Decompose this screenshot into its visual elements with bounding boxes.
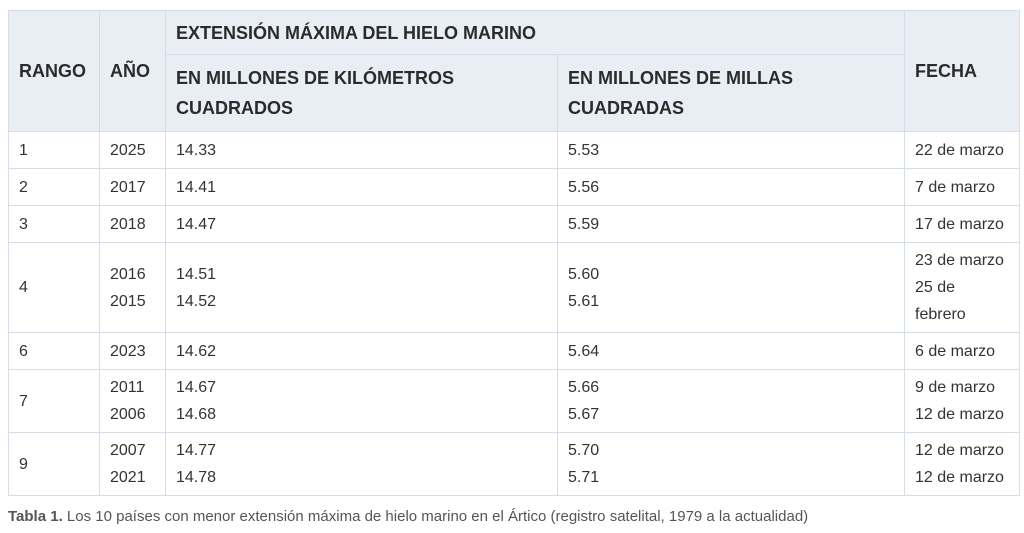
cell-mi: 5.66 5.67 — [557, 369, 905, 433]
cell-km: 14.41 — [165, 168, 558, 206]
header-km: EN MILLONES DE KILÓMETROS CUADRADOS — [165, 54, 558, 132]
cell-date: 17 de marzo — [904, 205, 1020, 243]
cell-year: 2016 2015 — [99, 242, 166, 333]
cell-date: 22 de marzo — [904, 131, 1020, 169]
cell-mi: 5.59 — [557, 205, 905, 243]
cell-mi: 5.64 — [557, 332, 905, 370]
cell-km: 14.62 — [165, 332, 558, 370]
cell-rank: 1 — [8, 131, 100, 169]
date-value: 22 de marzo — [915, 141, 1004, 159]
year-value: 2016 — [110, 265, 146, 283]
year-value: 2017 — [110, 178, 146, 196]
year-value: 2011 — [110, 379, 145, 396]
date-value: 17 de marzo — [915, 215, 1004, 233]
table-caption: Tabla 1. Los 10 países con menor extensi… — [8, 508, 808, 525]
cell-rank: 4 — [8, 242, 100, 333]
header-rank: RANGO — [8, 10, 100, 132]
date-value: 6 de marzo — [915, 342, 996, 360]
table-row: 6 2023 14.62 5.64 6 de marzo — [8, 332, 1020, 370]
year-value: 2018 — [110, 215, 146, 233]
date-value: 12 de marzo — [915, 406, 1004, 423]
header-km-line2: CUADRADOS — [176, 98, 293, 118]
km-value: 14.67 — [176, 379, 217, 396]
date-value: 25 de — [915, 279, 956, 296]
km-value: 14.68 — [176, 406, 217, 423]
cell-rank: 6 — [8, 332, 100, 370]
cell-rank: 9 — [8, 432, 100, 496]
date-value: febrero — [915, 306, 966, 323]
cell-year: 2017 — [99, 168, 166, 206]
cell-km: 14.67 14.68 — [165, 369, 558, 433]
cell-year: 2018 — [99, 205, 166, 243]
cell-year: 2007 2021 — [99, 432, 166, 496]
header-mi-line1: EN MILLONES DE MILLAS — [568, 68, 793, 88]
cell-date: 9 de marzo 12 de marzo — [904, 369, 1020, 433]
mi-value: 5.56 — [568, 178, 600, 196]
km-value: 14.33 — [176, 141, 217, 159]
cell-rank: 2 — [8, 168, 100, 206]
header-date: FECHA — [904, 10, 1020, 132]
cell-mi: 5.53 — [557, 131, 905, 169]
date-value: 7 de marzo — [915, 178, 996, 196]
mi-value: 5.61 — [568, 292, 600, 310]
mi-value: 5.59 — [568, 215, 600, 233]
cell-rank: 7 — [8, 369, 100, 433]
year-value: 2025 — [110, 141, 146, 159]
year-value: 2023 — [110, 342, 146, 360]
cell-km: 14.77 14.78 — [165, 432, 558, 496]
mi-value: 5.60 — [568, 265, 600, 283]
mi-value: 5.64 — [568, 342, 600, 360]
cell-rank: 3 — [8, 205, 100, 243]
cell-mi: 5.56 — [557, 168, 905, 206]
date-value: 12 de marzo — [915, 442, 1004, 459]
cell-date: 12 de marzo 12 de marzo — [904, 432, 1020, 496]
cell-km: 14.47 — [165, 205, 558, 243]
header-extent-group: EXTENSIÓN MÁXIMA DEL HIELO MARINO — [165, 10, 905, 55]
cell-year: 2023 — [99, 332, 166, 370]
year-value: 2006 — [110, 406, 146, 423]
cell-date: 6 de marzo — [904, 332, 1020, 370]
cell-km: 14.33 — [165, 131, 558, 169]
table-body: 1 2025 14.33 5.53 22 de marzo 2 2017 14.… — [8, 131, 1020, 496]
km-value: 14.51 — [176, 265, 217, 283]
table-row: 7 2011 2006 14.67 14.68 5.66 5.67 9 de m… — [8, 369, 1020, 433]
year-value: 2015 — [110, 292, 146, 310]
year-value: 2007 — [110, 442, 146, 459]
cell-km: 14.51 14.52 — [165, 242, 558, 333]
km-value: 14.47 — [176, 215, 217, 233]
mi-value: 5.67 — [568, 406, 600, 423]
cell-date: 7 de marzo — [904, 168, 1020, 206]
sea-ice-table: RANGO AÑO EXTENSIÓN MÁXIMA DEL HIELO MAR… — [8, 10, 1020, 496]
year-value: 2021 — [110, 469, 146, 486]
header-mi-line2: CUADRADAS — [568, 98, 684, 118]
mi-value: 5.71 — [568, 469, 600, 486]
km-value: 14.78 — [176, 469, 217, 486]
km-value: 14.62 — [176, 342, 217, 360]
cell-mi: 5.60 5.61 — [557, 242, 905, 333]
cell-mi: 5.70 5.71 — [557, 432, 905, 496]
km-value: 14.77 — [176, 442, 217, 459]
table-row: 9 2007 2021 14.77 14.78 5.70 5.71 12 de … — [8, 432, 1020, 496]
mi-value: 5.70 — [568, 442, 600, 459]
mi-value: 5.53 — [568, 141, 600, 159]
cell-year: 2011 2006 — [99, 369, 166, 433]
caption-label: Tabla 1. — [8, 508, 63, 525]
header-year: AÑO — [99, 10, 166, 132]
table-row: 4 2016 2015 14.51 14.52 5.60 5.61 23 de … — [8, 242, 1020, 333]
cell-year: 2025 — [99, 131, 166, 169]
date-value: 12 de marzo — [915, 469, 1004, 486]
cell-date: 23 de marzo 25 de febrero — [904, 242, 1020, 333]
header-mi: EN MILLONES DE MILLAS CUADRADAS — [557, 54, 905, 132]
caption-text: Los 10 países con menor extensión máxima… — [66, 508, 809, 525]
date-value: 9 de marzo — [915, 379, 996, 396]
table-row: 3 2018 14.47 5.59 17 de marzo — [8, 205, 1020, 243]
km-value: 14.52 — [176, 292, 217, 310]
header-km-line1: EN MILLONES DE KILÓMETROS — [176, 68, 455, 88]
date-value: 23 de marzo — [915, 252, 1004, 269]
km-value: 14.41 — [176, 178, 217, 196]
table-row: 2 2017 14.41 5.56 7 de marzo — [8, 168, 1020, 206]
table-row: 1 2025 14.33 5.53 22 de marzo — [8, 131, 1020, 169]
mi-value: 5.66 — [568, 379, 600, 396]
